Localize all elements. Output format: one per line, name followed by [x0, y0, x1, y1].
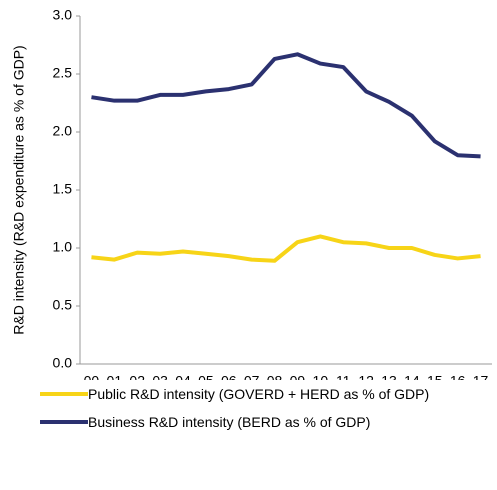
x-tick-label: 16 — [450, 373, 466, 380]
x-tick-label: 00 — [84, 373, 100, 380]
x-tick-label: 10 — [313, 373, 329, 380]
x-tick-label: 14 — [404, 373, 420, 380]
x-tick-label: 11 — [336, 373, 351, 380]
x-tick-label: 04 — [175, 373, 191, 380]
x-tick-label: 01 — [107, 373, 123, 380]
x-tick-label: 15 — [427, 373, 443, 380]
x-tick-label: 08 — [267, 373, 283, 380]
legend-swatch — [40, 420, 88, 424]
x-tick-label: 02 — [129, 373, 145, 380]
y-axis-label: R&D intensity (R&D expenditure as % of G… — [11, 45, 27, 334]
x-tick-label: 07 — [244, 373, 260, 380]
legend-label: Public R&D intensity (GOVERD + HERD as %… — [88, 386, 430, 402]
legend-swatch — [40, 392, 88, 396]
y-tick-label: 2.5 — [53, 65, 73, 81]
x-tick-label: 09 — [290, 373, 306, 380]
x-tick-label: 05 — [198, 373, 214, 380]
x-tick-label: 03 — [152, 373, 168, 380]
legend-entry: Public R&D intensity (GOVERD + HERD as %… — [40, 385, 490, 403]
legend-label: Business R&D intensity (BERD as % of GDP… — [88, 414, 371, 430]
y-tick-label: 0.5 — [53, 297, 73, 313]
x-tick-label: 13 — [381, 373, 397, 380]
y-tick-label: 1.0 — [53, 239, 73, 255]
series-line — [91, 52, 481, 159]
y-tick-label: 1.5 — [53, 181, 73, 197]
x-tick-label: 06 — [221, 373, 237, 380]
chart: R&D intensity (R&D expenditure as % of G… — [11, 7, 492, 380]
y-tick-label: 3.0 — [53, 7, 73, 23]
y-tick-label: 2.0 — [53, 123, 73, 139]
y-tick-label: 0.0 — [53, 355, 73, 371]
legend-entry: Business R&D intensity (BERD as % of GDP… — [40, 413, 490, 431]
series-line — [91, 234, 481, 263]
x-tick-label: 17 — [473, 373, 489, 380]
legend: Public R&D intensity (GOVERD + HERD as %… — [40, 385, 490, 441]
x-tick-label: 12 — [358, 373, 374, 380]
